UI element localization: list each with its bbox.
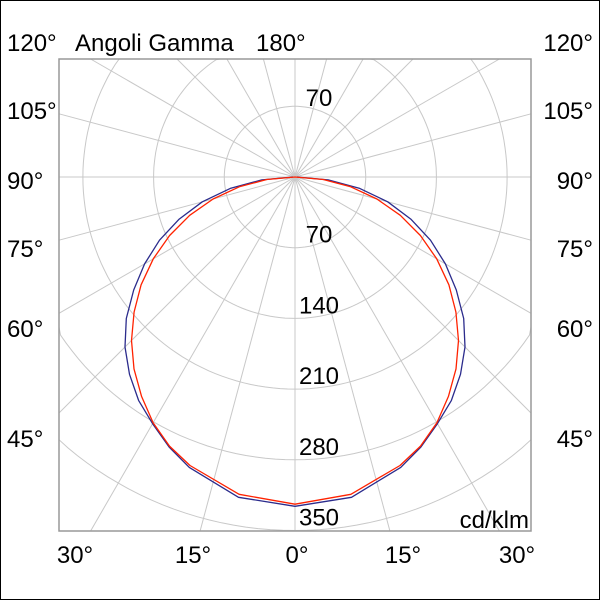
right-angle-label: 120° <box>543 30 593 57</box>
radial-tick-label: 350 <box>299 505 339 532</box>
left-angle-label: 45° <box>7 426 43 453</box>
grid-radial-line <box>58 176 296 314</box>
grid-radial-line <box>294 176 532 314</box>
bottom-angle-label: 15° <box>175 542 211 569</box>
bottom-angle-label: 30° <box>57 542 93 569</box>
grid-radial-line <box>58 176 296 241</box>
right-angle-label: 90° <box>557 168 593 195</box>
grid-radial-line <box>294 176 500 532</box>
radial-tick-label: 140 <box>299 292 339 319</box>
right-angle-label: 60° <box>557 316 593 343</box>
right-angle-label: 75° <box>557 236 593 263</box>
grid-radial-line <box>294 176 532 241</box>
grid-radial-line <box>294 58 328 178</box>
grid-radial-line <box>226 58 296 178</box>
right-angle-label: 45° <box>557 426 593 453</box>
grid-radial-line <box>294 176 532 414</box>
grid-radial-line <box>294 176 391 532</box>
series-0-curve <box>124 176 466 507</box>
grid-radial-line <box>262 58 296 178</box>
series-1-curve <box>130 176 460 505</box>
grid-radial-line <box>90 176 296 532</box>
radial-tick-label: 280 <box>299 434 339 461</box>
left-angle-label: 75° <box>7 236 43 263</box>
bottom-angle-label: 30° <box>499 542 535 569</box>
right-angle-label: 105° <box>543 98 593 125</box>
grid-radial-line <box>58 113 296 178</box>
grid-radial-line <box>294 113 532 178</box>
curves <box>124 176 466 507</box>
radial-tick-label: 210 <box>299 363 339 390</box>
left-angle-label: 90° <box>7 168 43 195</box>
unit-label: cd/klm <box>460 507 529 534</box>
bottom-angle-label: 0° <box>286 542 309 569</box>
top-left-angle-label: 120° <box>7 30 57 57</box>
labels: 105° 90° 75° 60° 45° 120° 105° 90° 75° 60° 45° 30° 1… <box>7 30 593 569</box>
plot-frame <box>58 58 532 532</box>
grid-radial-line <box>176 58 296 178</box>
grid <box>58 58 532 532</box>
left-angle-label: 105° <box>7 98 57 125</box>
radial-tick-label: 70 <box>306 222 333 249</box>
grid-radial-line <box>199 176 296 532</box>
bottom-angle-label: 15° <box>385 542 421 569</box>
grid-radial-line <box>294 58 364 178</box>
left-angle-label: 60° <box>7 316 43 343</box>
radial-tick-label: 70 <box>306 85 333 112</box>
grid-radial-line <box>294 58 500 178</box>
grid-radial-line <box>90 58 296 178</box>
grid-radial-line <box>294 58 414 178</box>
top-angle-label-180: 180° <box>256 30 306 57</box>
chart-title: Angoli Gamma <box>75 30 234 57</box>
grid-radial-line <box>58 176 296 414</box>
